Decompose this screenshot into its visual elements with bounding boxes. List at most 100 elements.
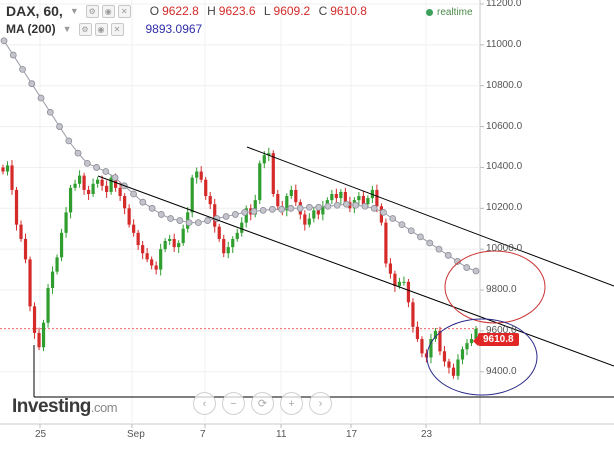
ma-settings-icon[interactable]: ⚙ — [78, 22, 92, 36]
candle-body — [19, 224, 23, 239]
visibility-icon[interactable]: ◉ — [101, 4, 115, 18]
candle-body — [208, 196, 212, 205]
ma-point — [37, 94, 45, 102]
candle-body — [442, 351, 447, 362]
candle-body — [285, 196, 289, 211]
ma-point — [93, 164, 100, 171]
close-icon[interactable]: ✕ — [117, 4, 131, 18]
candle-body — [132, 224, 136, 233]
ma-point — [268, 205, 276, 213]
logo-text: Investing — [12, 396, 91, 417]
candle-body — [141, 245, 145, 254]
ma-point — [250, 207, 258, 215]
x-tick-label: Sep — [127, 429, 145, 440]
candle-body — [82, 175, 86, 190]
y-tick-label: 10000.0 — [486, 243, 523, 255]
candle-body — [73, 183, 77, 188]
ma-point — [148, 204, 156, 212]
candle-body — [217, 226, 221, 239]
candle-body — [118, 187, 122, 197]
x-tick-label: 25 — [35, 429, 47, 440]
candle-body — [5, 165, 10, 172]
candle-body — [411, 302, 415, 327]
ma-close-icon[interactable]: ✕ — [110, 22, 124, 36]
zoom-in-button[interactable]: + — [280, 392, 303, 415]
scroll-left-button[interactable]: ‹ — [193, 392, 216, 415]
candle-body — [68, 187, 73, 213]
legend-ma: MA (200) ▼ ⚙ ◉ ✕ 9893.0967 — [6, 22, 202, 36]
ma-point — [9, 51, 17, 59]
candle-body — [375, 189, 379, 207]
candle-body — [32, 306, 37, 333]
ma-point — [65, 137, 73, 145]
candle-body — [41, 322, 46, 348]
y-tick-label: 11200.0 — [486, 0, 522, 9]
open-value: 9622.8 — [162, 4, 199, 18]
candle-body — [226, 247, 230, 254]
settings-icon[interactable]: ⚙ — [85, 4, 99, 18]
ma-point — [426, 239, 434, 247]
y-tick-label: 10200.0 — [486, 202, 523, 214]
ma-point — [407, 227, 415, 235]
candle-body — [348, 202, 352, 209]
ma-caret-icon[interactable]: ▼ — [62, 24, 72, 34]
logo-suffix: .com — [90, 400, 118, 415]
ma-point — [204, 217, 212, 224]
ma-point — [463, 264, 471, 271]
trendline-lower-channel — [97, 175, 614, 367]
ma-point — [167, 215, 174, 222]
candle-body — [127, 208, 131, 225]
candle-body — [172, 238, 176, 248]
candle-body — [424, 353, 429, 358]
ma-point — [111, 174, 119, 182]
ma-point — [176, 217, 184, 224]
ma-point — [102, 168, 110, 175]
candle-body — [55, 257, 59, 272]
candle-body — [154, 265, 158, 270]
candle-body — [262, 155, 266, 164]
candle-body — [258, 163, 262, 201]
low-value: 9609.2 — [273, 4, 311, 18]
realtime-label: realtime — [437, 7, 473, 18]
candle-body — [294, 189, 298, 203]
reset-button[interactable]: ⟳ — [251, 392, 274, 415]
x-tick-label: 23 — [421, 429, 433, 440]
candle-body — [267, 153, 271, 156]
symbol-caret-icon[interactable]: ▼ — [69, 6, 79, 16]
candle-body — [307, 218, 311, 225]
y-tick-label: 10400.0 — [486, 161, 523, 173]
candle-body — [316, 210, 320, 215]
y-tick-label: 9800.0 — [486, 284, 517, 296]
annotation-red-ellipse — [444, 250, 546, 324]
y-tick-label: 9600.0 — [486, 324, 517, 336]
y-tick-label: 9400.0 — [486, 365, 517, 377]
ma-visibility-icon[interactable]: ◉ — [94, 22, 108, 36]
candle-body — [312, 210, 316, 219]
candle-body — [23, 238, 28, 260]
zoom-out-button[interactable]: − — [222, 392, 245, 415]
ma-point — [83, 159, 91, 167]
y-axis-area — [480, 0, 614, 424]
candle-body — [334, 194, 338, 199]
ma-point — [343, 200, 350, 208]
ma-point — [28, 80, 36, 88]
scroll-right-button[interactable]: › — [309, 392, 332, 415]
candle-body — [456, 359, 460, 376]
ma-point — [435, 245, 443, 253]
ma-point — [157, 211, 165, 218]
candle-body — [28, 259, 32, 307]
candle-body — [388, 263, 393, 274]
candle-body — [123, 196, 127, 209]
low-label: L — [263, 4, 271, 18]
candle-body — [64, 212, 68, 233]
high-value: 9623.6 — [218, 4, 256, 18]
candle-body — [199, 171, 203, 180]
realtime-dot-icon — [426, 9, 433, 16]
candle-body — [339, 191, 343, 199]
candle-body — [10, 165, 14, 190]
symbol-label: DAX, 60, — [6, 3, 63, 19]
close-value: 9610.8 — [330, 4, 367, 18]
ma-point — [398, 221, 406, 229]
candle-body — [100, 179, 104, 186]
